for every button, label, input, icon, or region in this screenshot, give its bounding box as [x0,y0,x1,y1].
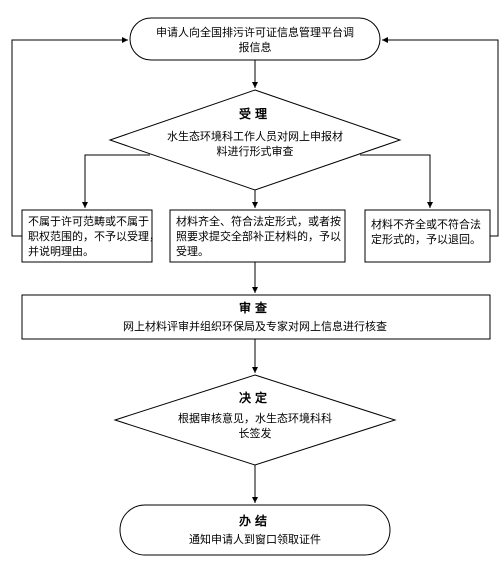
node-start: 申请人向全国排污许可证信息管理平台调 报信息 [130,18,380,60]
review-line1: 网上材料评审并组织环保局及专家对网上信息进行核查 [123,319,387,333]
decide-line1: 根据审核意见，水生态环境科科 [178,411,332,425]
branch-right-l2: 定形式的，予以退回。 [371,232,481,246]
start-line1: 申请人向全国排污许可证信息管理平台调 [156,25,354,39]
node-accept: 受理 水生态环境科工作人员对网上申报材 料进行形式审查 [110,90,400,190]
edge-accept-right [360,155,430,208]
branch-left-l3: 并说明理由。 [28,244,94,258]
branch-left-l1: 不属于许可范畴或不属于 [28,214,149,228]
branch-mid-l2: 照要求提交全部补正材料的，予以 [176,229,341,243]
node-branch-right: 材料不齐全或不符合法 定形式的，予以退回。 [365,210,490,262]
node-decide: 决定 根据审核意见，水生态环境科科 长签发 [115,375,395,465]
edge-back-left [12,40,128,236]
start-line2: 报信息 [239,40,272,54]
end-line1: 通知申请人到窗口领取证件 [189,532,321,546]
end-title: 办结 [239,513,271,528]
node-end: 办结 通知申请人到窗口领取证件 [120,505,390,555]
branch-left-l2: 职权范围的，不予以受理， [28,229,160,243]
branch-right-l1: 材料不齐全或不符合法 [371,217,481,231]
accept-line2: 料进行形式审查 [217,144,294,158]
edge-back-right [382,40,498,236]
accept-line1: 水生态环境科工作人员对网上申报材 [167,129,343,143]
accept-title: 受理 [239,106,271,121]
decide-title: 决定 [239,390,271,405]
branch-mid-l3: 受理。 [176,245,209,258]
node-review: 审查 网上材料评审并组织环保局及专家对网上信息进行核查 [22,295,490,339]
node-branch-left: 不属于许可范畴或不属于 职权范围的，不予以受理， 并说明理由。 [22,210,160,262]
decide-line2: 长签发 [239,426,272,440]
review-title: 审查 [239,300,271,315]
node-branch-mid: 材料齐全、符合法定形式，或者按 照要求提交全部补正材料的，予以 受理。 [170,210,345,262]
branch-mid-l1: 材料齐全、符合法定形式，或者按 [176,214,341,228]
edge-accept-left [85,155,150,208]
